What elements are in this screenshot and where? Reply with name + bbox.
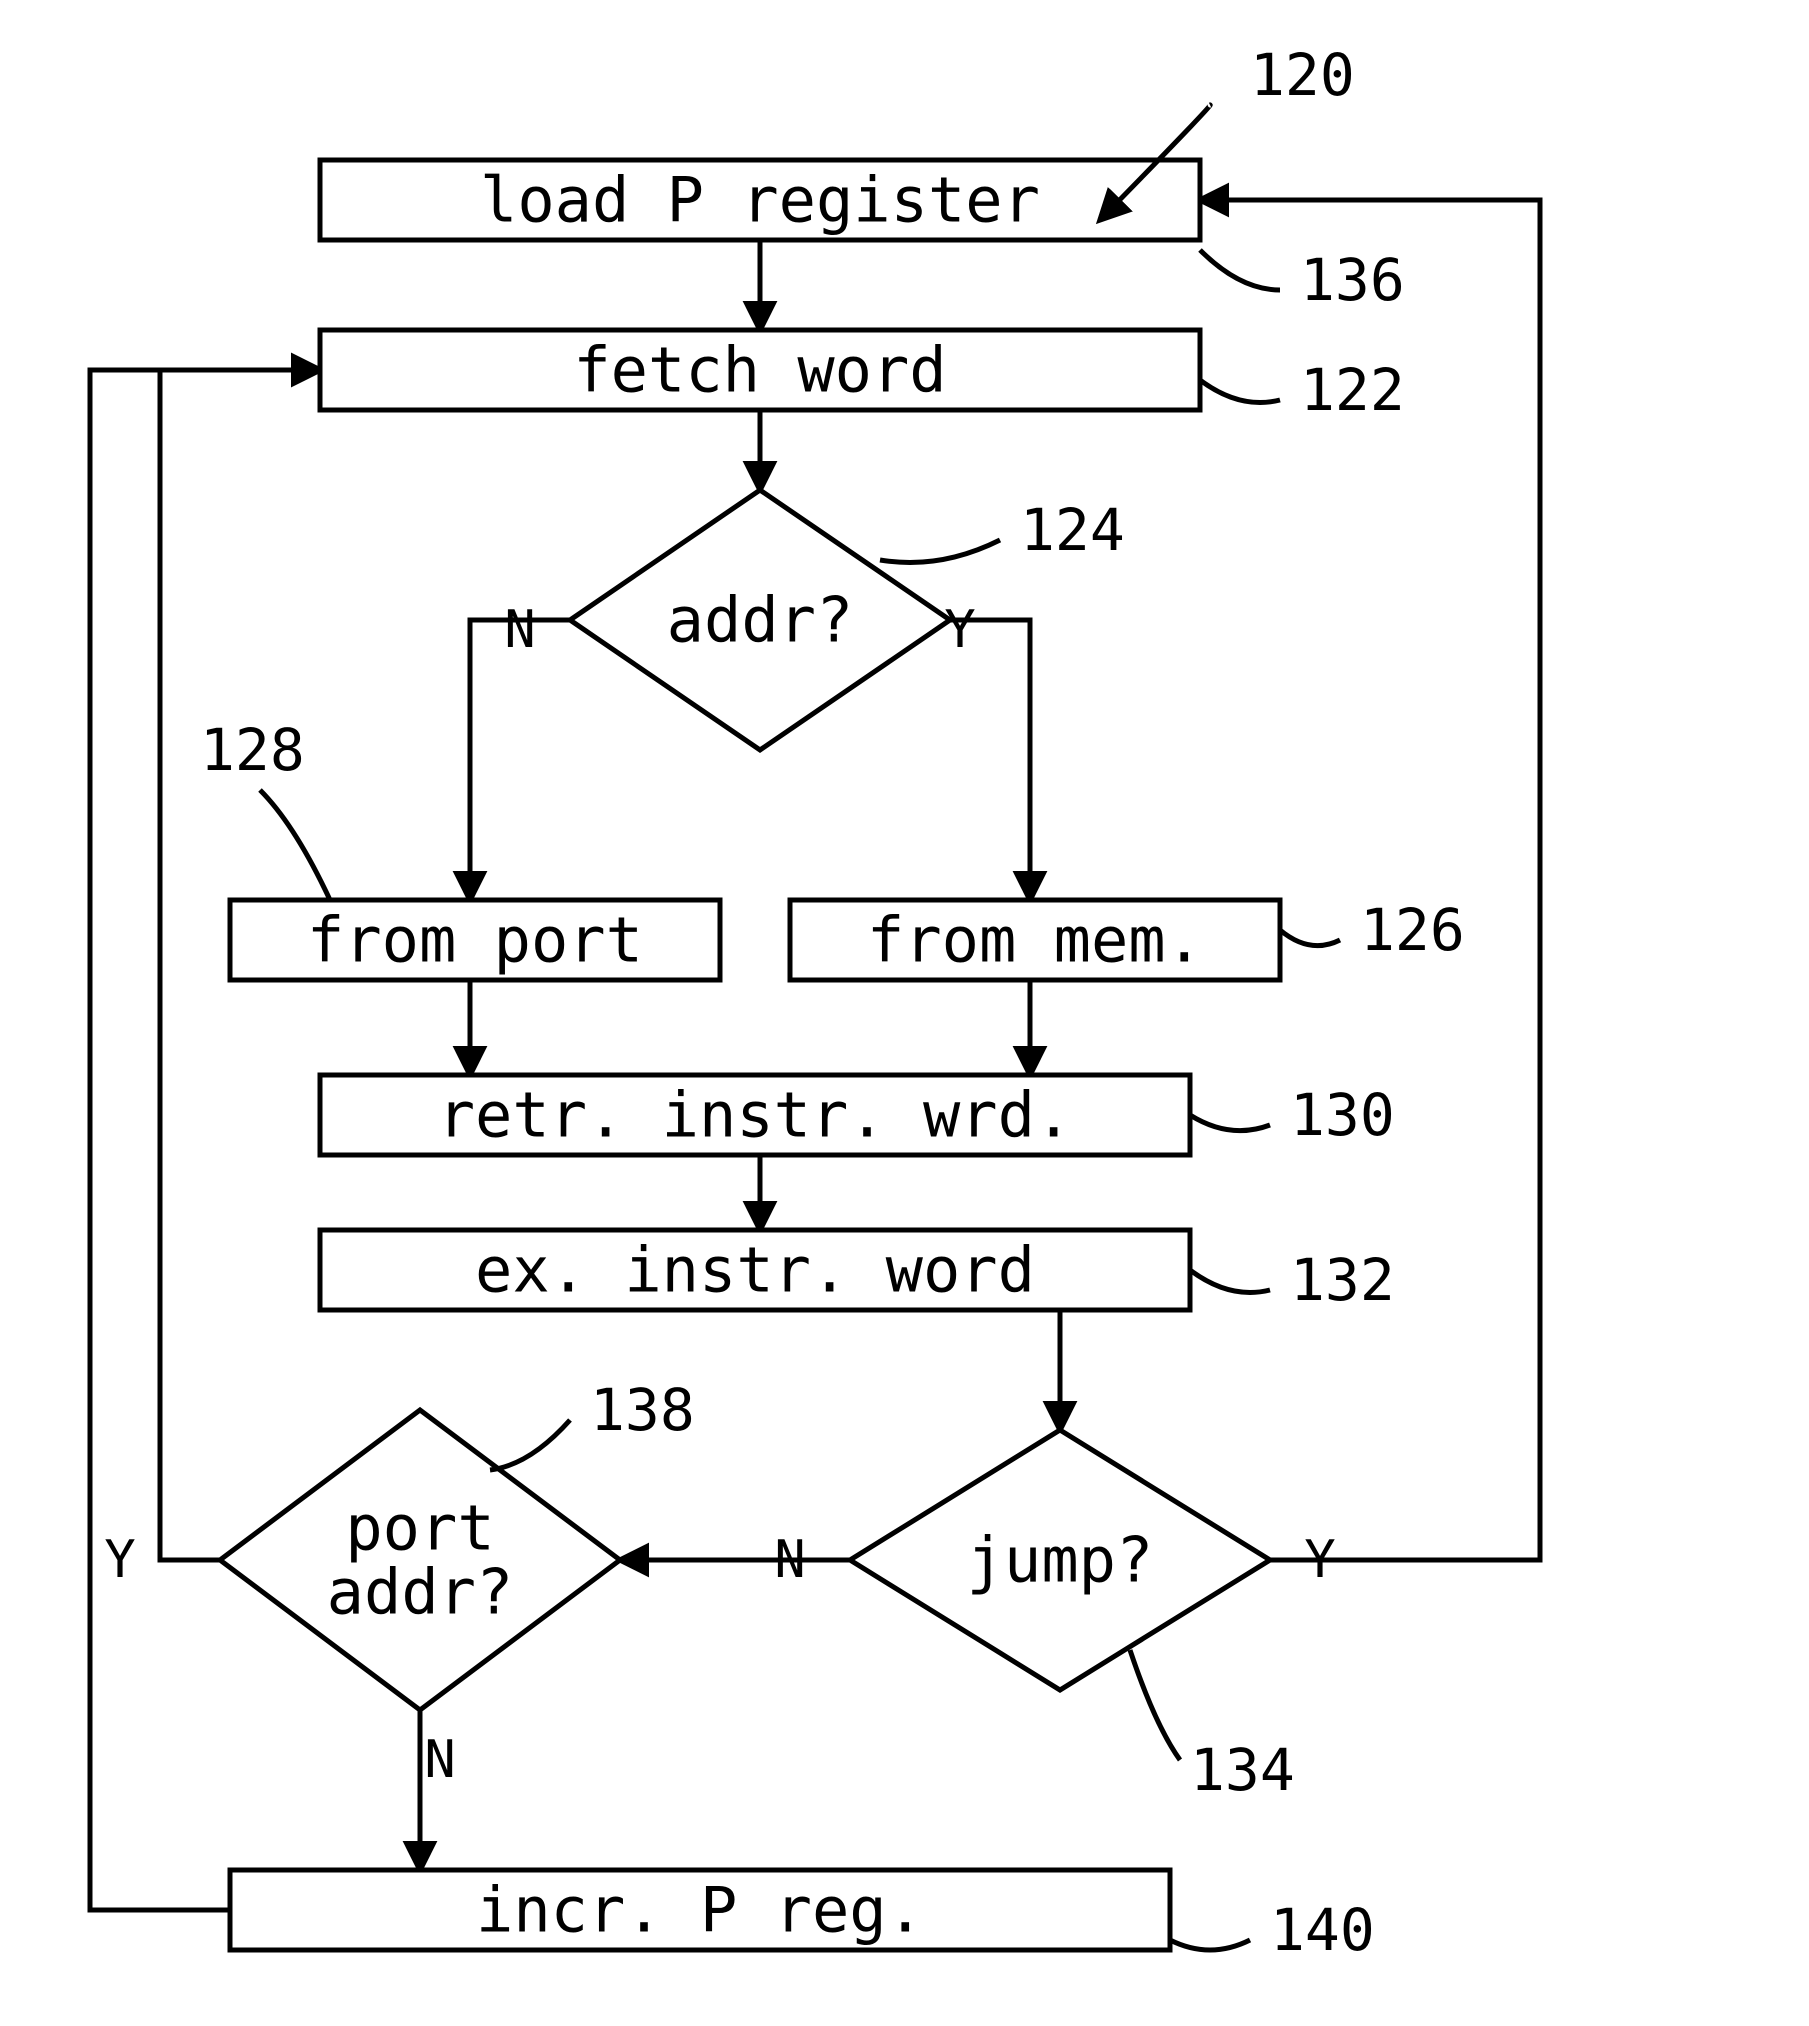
yn-label-port_n: N xyxy=(424,1730,455,1790)
decision-text2-n138: addr? xyxy=(327,1556,514,1629)
ref-label-l132: 132 xyxy=(1290,1246,1395,1314)
ref-label-l130: 130 xyxy=(1290,1081,1395,1149)
ref-label-l128: 128 xyxy=(200,716,305,784)
edge xyxy=(90,370,320,1910)
leader-l126 xyxy=(1280,930,1340,946)
ref-label-l122: 122 xyxy=(1300,356,1405,424)
leader-l130 xyxy=(1190,1115,1270,1131)
process-text-n130: retr. instr. wrd. xyxy=(438,1079,1073,1152)
leader-l138 xyxy=(490,1420,570,1470)
process-text-n136: load P register xyxy=(480,164,1040,237)
decision-text-n134: jump? xyxy=(967,1524,1154,1597)
yn-label-addr_n: N xyxy=(504,600,535,660)
edge xyxy=(950,620,1030,900)
ref-label-l126: 126 xyxy=(1360,896,1465,964)
process-text-n122: fetch word xyxy=(573,334,946,407)
leader-l140 xyxy=(1170,1940,1250,1950)
process-text-n132: ex. instr. word xyxy=(475,1234,1035,1307)
ref-label-l136: 136 xyxy=(1300,246,1405,314)
yn-label-jump_y: Y xyxy=(1304,1530,1335,1590)
yn-label-jump_n: N xyxy=(774,1530,805,1590)
leader-l128 xyxy=(260,790,330,900)
leader-l134 xyxy=(1130,1650,1180,1760)
process-text-n140: incr. P reg. xyxy=(476,1874,924,1947)
decision-text-n124: addr? xyxy=(667,584,854,657)
ref-label-l134: 134 xyxy=(1190,1736,1295,1804)
ref-label-l140: 140 xyxy=(1270,1896,1375,1964)
process-text-n128: from port xyxy=(307,904,643,977)
leader-l124 xyxy=(880,540,1000,563)
process-text-n126: from mem. xyxy=(867,904,1203,977)
flowchart-diagram: load P register fetch word addr? from port f… xyxy=(0,0,1809,2026)
leader-l136 xyxy=(1200,250,1280,290)
ref-label-l138: 138 xyxy=(590,1376,695,1444)
ref-label-l124: 124 xyxy=(1020,496,1125,564)
leader-l122 xyxy=(1200,380,1280,403)
ref-label-l120: 120 xyxy=(1250,41,1355,109)
decision-text1-n138: port xyxy=(345,1492,494,1565)
yn-label-addr_y: Y xyxy=(944,600,975,660)
leader-l132 xyxy=(1190,1270,1270,1293)
edge xyxy=(470,620,570,900)
yn-label-port_y: Y xyxy=(104,1530,135,1590)
